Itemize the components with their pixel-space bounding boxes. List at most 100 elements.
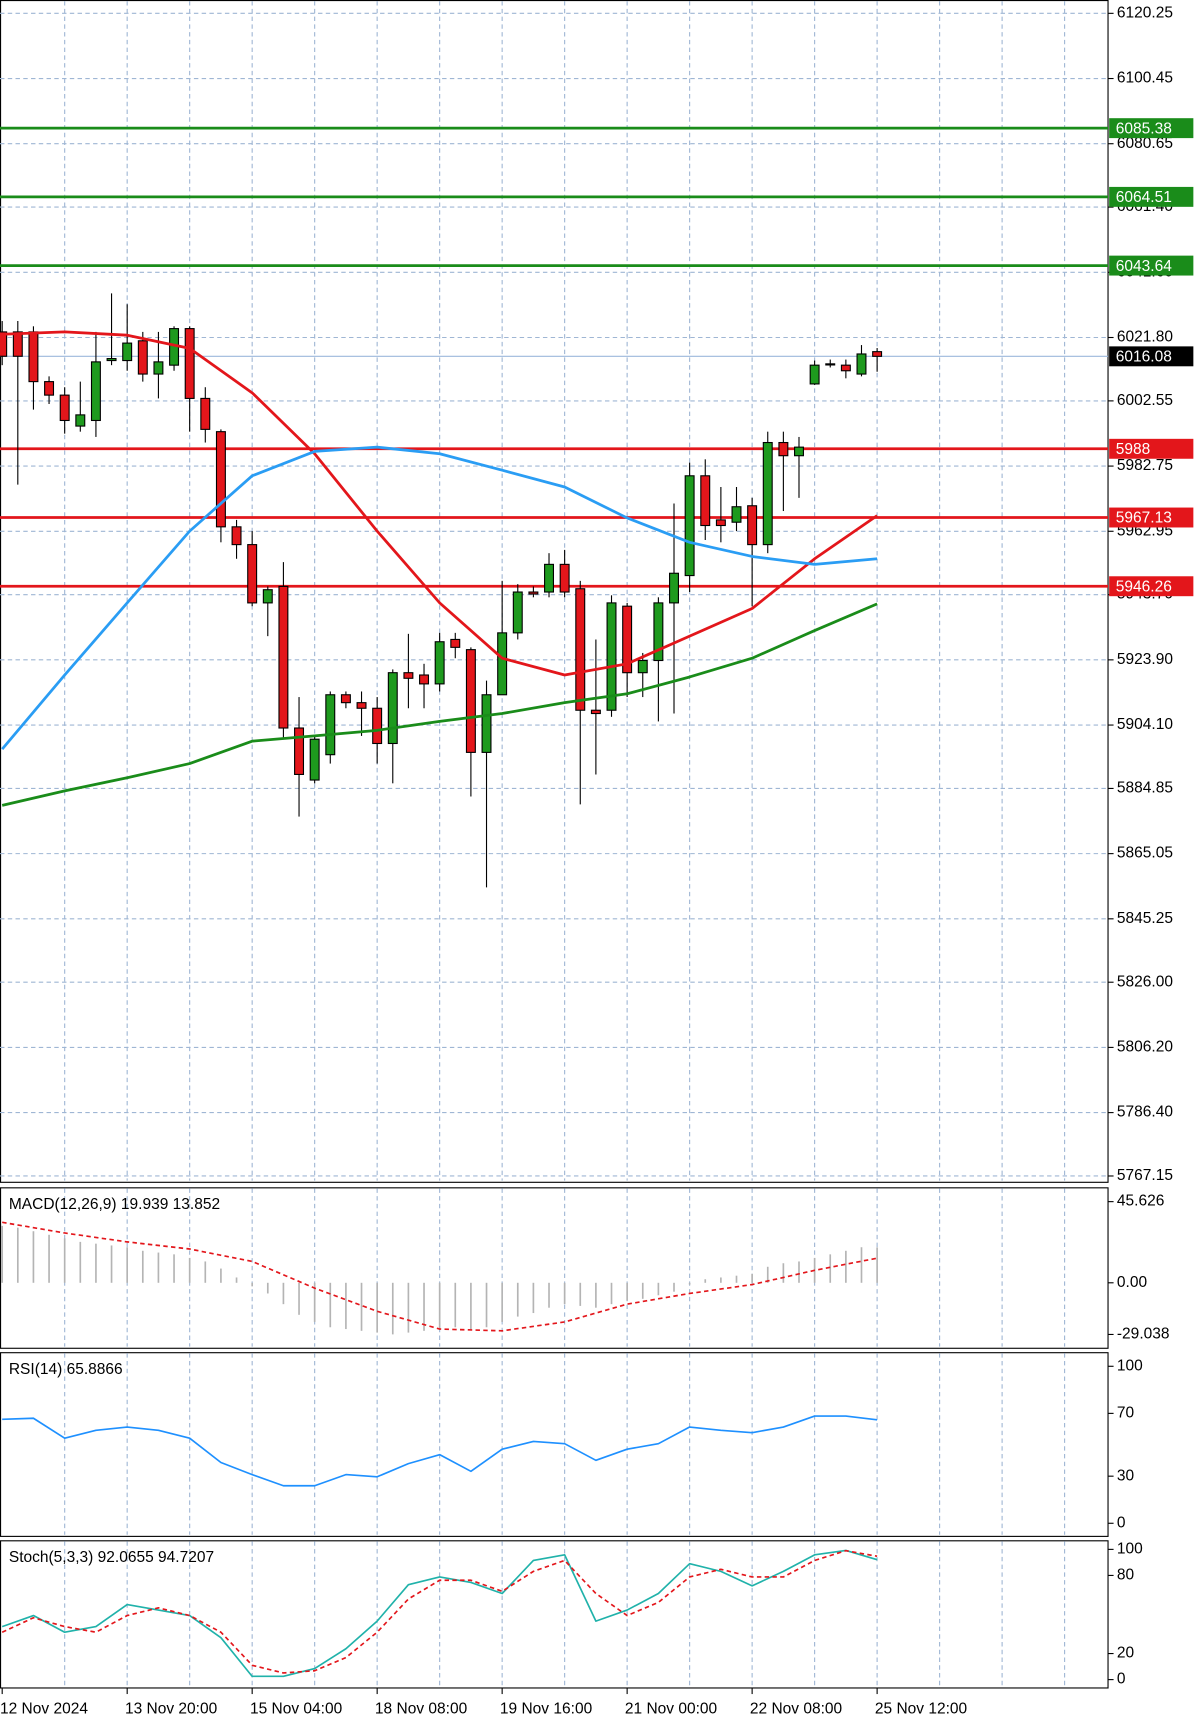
indicator-line bbox=[1, 1549, 878, 1678]
x-tick-label: 15 Nov 04:00 bbox=[250, 1701, 343, 1718]
candle-body bbox=[856, 353, 867, 375]
candle-body bbox=[0, 331, 8, 357]
candle-body bbox=[200, 397, 211, 430]
candle-body bbox=[684, 475, 695, 577]
candle-body bbox=[872, 351, 883, 357]
candle-body bbox=[106, 358, 117, 362]
y-tick-label: 5982.75 bbox=[1117, 457, 1173, 474]
y-tick-label: 6002.55 bbox=[1117, 392, 1173, 409]
candle-body bbox=[794, 446, 804, 457]
panel-title: RSI(14) 65.8866 bbox=[9, 1361, 123, 1378]
y-tick-label: 6021.80 bbox=[1117, 329, 1173, 346]
candle-body bbox=[28, 331, 39, 383]
candle-body bbox=[215, 431, 226, 528]
candle-body bbox=[809, 364, 820, 385]
y-tick-label: 0 bbox=[1117, 1514, 1126, 1531]
candle-body bbox=[90, 361, 101, 422]
y-tick-label: 45.626 bbox=[1117, 1193, 1164, 1210]
level-label-box bbox=[1109, 118, 1194, 139]
panel-frame bbox=[0, 0, 1109, 1183]
y-tick-label: 0 bbox=[1117, 1671, 1126, 1688]
panel-title: MACD(12,26,9) 19.939 13.852 bbox=[9, 1196, 220, 1213]
last-price-box bbox=[1109, 346, 1194, 367]
indicator-line bbox=[2, 1221, 878, 1332]
y-tick-label: 5904.10 bbox=[1117, 716, 1173, 733]
candle-body bbox=[75, 414, 86, 427]
x-tick-label: 21 Nov 00:00 bbox=[625, 1701, 718, 1718]
level-label-box bbox=[1109, 438, 1194, 459]
candle-body bbox=[840, 364, 851, 372]
y-tick-label: 6080.65 bbox=[1117, 135, 1173, 152]
y-tick-label: 6100.45 bbox=[1117, 70, 1173, 87]
candle-body bbox=[450, 638, 461, 648]
level-label-box bbox=[1109, 507, 1194, 528]
y-tick-label: 100 bbox=[1117, 1357, 1143, 1374]
x-tick-label: 13 Nov 20:00 bbox=[125, 1701, 218, 1718]
x-tick-label: 25 Nov 12:00 bbox=[875, 1701, 968, 1718]
y-tick-label: 20 bbox=[1117, 1645, 1135, 1662]
candle-body bbox=[340, 694, 351, 704]
level-label-box bbox=[1109, 576, 1194, 597]
candle-body bbox=[653, 602, 664, 662]
candle-body bbox=[497, 632, 508, 696]
candle-body bbox=[231, 526, 242, 546]
indicator-line bbox=[2, 1415, 878, 1487]
x-tick-label: 19 Nov 16:00 bbox=[500, 1701, 593, 1718]
panel-frame bbox=[0, 1187, 1109, 1349]
x-tick-label: 18 Nov 08:00 bbox=[375, 1701, 468, 1718]
candle-body bbox=[309, 738, 320, 781]
candle-body bbox=[262, 589, 273, 604]
level-label: 5967.13 bbox=[1116, 510, 1172, 527]
y-tick-label: 0.00 bbox=[1117, 1274, 1148, 1291]
candle-body bbox=[356, 702, 367, 709]
candle-body bbox=[622, 605, 633, 674]
y-tick-label: 30 bbox=[1117, 1467, 1135, 1484]
candle-body bbox=[12, 331, 23, 357]
candle-body bbox=[762, 441, 773, 546]
candle-body bbox=[559, 563, 570, 593]
candle-body bbox=[137, 340, 148, 375]
candle-body bbox=[403, 672, 414, 679]
candle-body bbox=[59, 394, 70, 422]
last-price-label: 6016.08 bbox=[1116, 349, 1172, 366]
candle-body bbox=[606, 602, 617, 711]
y-tick-label: 5767.15 bbox=[1117, 1167, 1173, 1184]
candle-body bbox=[715, 519, 726, 527]
y-tick-label: 100 bbox=[1117, 1540, 1143, 1557]
candle-body bbox=[44, 381, 55, 396]
candle-body bbox=[669, 572, 679, 604]
candle-body bbox=[747, 505, 758, 546]
indicator-line bbox=[1, 1549, 878, 1674]
level-label: 5946.26 bbox=[1116, 578, 1172, 595]
candle-body bbox=[700, 475, 711, 527]
y-tick-label: 5884.85 bbox=[1117, 780, 1173, 797]
level-label: 6064.51 bbox=[1116, 189, 1172, 206]
candle-body bbox=[294, 727, 305, 775]
level-label: 6085.38 bbox=[1116, 120, 1172, 137]
y-tick-label: 5845.25 bbox=[1117, 910, 1173, 927]
candle-body bbox=[575, 588, 586, 711]
x-tick-label: 12 Nov 2024 bbox=[0, 1701, 88, 1718]
level-label: 5988 bbox=[1116, 441, 1151, 458]
candle-body bbox=[419, 674, 430, 685]
candle-body bbox=[387, 672, 398, 745]
moving-average bbox=[1, 445, 878, 750]
y-tick-label: 5923.90 bbox=[1117, 651, 1173, 668]
moving-average bbox=[1, 602, 878, 807]
candle-body bbox=[544, 563, 555, 593]
y-tick-label: 5826.00 bbox=[1117, 973, 1173, 990]
candle-body bbox=[637, 659, 648, 674]
panel-frame bbox=[0, 1352, 1109, 1537]
candle-body bbox=[778, 441, 789, 457]
y-tick-label: 5865.05 bbox=[1117, 845, 1173, 862]
candle-body bbox=[434, 641, 445, 685]
y-tick-label: 5786.40 bbox=[1117, 1104, 1173, 1121]
moving-average bbox=[2, 330, 878, 677]
candle-body bbox=[325, 694, 336, 756]
level-label: 6043.64 bbox=[1116, 258, 1172, 275]
y-tick-label: -29.038 bbox=[1117, 1326, 1170, 1343]
y-tick-label: 6120.25 bbox=[1117, 4, 1173, 21]
candle-body bbox=[731, 506, 742, 523]
